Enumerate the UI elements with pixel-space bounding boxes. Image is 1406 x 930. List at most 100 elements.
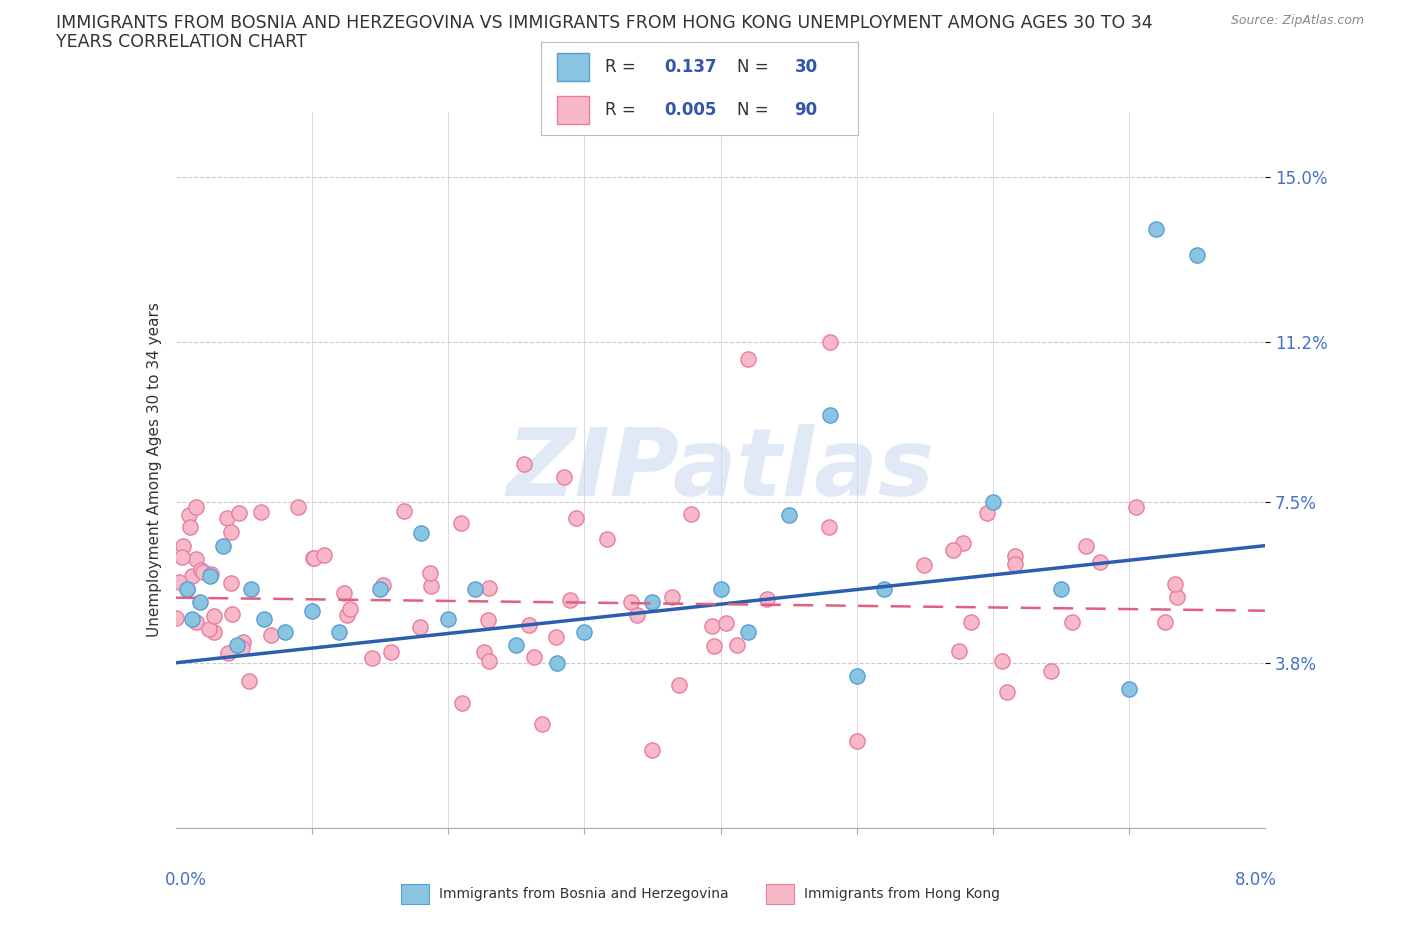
Point	[1164, 577, 1187, 591]
Point	[339, 602, 361, 617]
Text: Immigrants from Hong Kong: Immigrants from Hong Kong	[804, 886, 1000, 901]
Point	[181, 612, 204, 627]
Point	[191, 565, 214, 579]
Point	[228, 506, 250, 521]
Point	[368, 581, 391, 596]
Point	[190, 563, 212, 578]
Point	[249, 504, 271, 519]
Point	[409, 525, 432, 540]
Point	[202, 608, 225, 623]
Point	[668, 677, 690, 692]
Point	[165, 611, 187, 626]
Point	[217, 645, 239, 660]
Point	[1039, 664, 1062, 679]
Point	[681, 506, 703, 521]
Point	[596, 531, 619, 546]
Point	[756, 592, 779, 607]
Point	[1166, 590, 1188, 604]
Point	[737, 625, 759, 640]
Point	[231, 641, 253, 656]
Point	[274, 625, 297, 640]
Text: 0.0%: 0.0%	[165, 870, 207, 889]
Point	[546, 656, 568, 671]
Point	[574, 625, 596, 640]
Point	[703, 639, 725, 654]
Point	[700, 618, 723, 633]
FancyBboxPatch shape	[557, 53, 589, 81]
Text: ZIPatlas: ZIPatlas	[506, 424, 935, 515]
Point	[818, 519, 841, 534]
Text: 0.005: 0.005	[665, 100, 717, 119]
Point	[517, 618, 540, 632]
Point	[641, 594, 664, 609]
Point	[302, 551, 325, 565]
Point	[477, 654, 499, 669]
Point	[1088, 554, 1111, 569]
Point	[477, 613, 499, 628]
Point	[1125, 499, 1147, 514]
Point	[238, 673, 260, 688]
Point	[737, 352, 759, 366]
Point	[451, 695, 474, 710]
Text: R =: R =	[605, 100, 636, 119]
Point	[725, 637, 748, 652]
Point	[845, 669, 868, 684]
Point	[212, 538, 235, 553]
Point	[553, 470, 575, 485]
Point	[948, 644, 970, 658]
Point	[513, 457, 536, 472]
Text: 90: 90	[794, 100, 817, 119]
Point	[198, 568, 221, 583]
Point	[530, 717, 553, 732]
Bar	[766, 884, 794, 904]
Point	[172, 538, 194, 553]
Point	[845, 734, 868, 749]
Point	[239, 581, 262, 596]
Point	[380, 644, 402, 659]
Point	[336, 607, 359, 622]
Point	[641, 742, 664, 757]
Point	[991, 654, 1014, 669]
Text: 30: 30	[794, 58, 817, 76]
Point	[373, 578, 395, 592]
Point	[226, 638, 249, 653]
Point	[200, 567, 222, 582]
Text: 8.0%: 8.0%	[1234, 870, 1277, 889]
Point	[419, 578, 441, 593]
Point	[710, 581, 733, 596]
Point	[312, 548, 335, 563]
Point	[186, 551, 208, 566]
Text: N =: N =	[738, 58, 769, 76]
Point	[472, 644, 495, 659]
Point	[716, 616, 738, 631]
Point	[960, 615, 983, 630]
Point	[408, 619, 430, 634]
Point	[184, 615, 207, 630]
Point	[778, 508, 800, 523]
Point	[219, 525, 242, 540]
Point	[952, 535, 974, 550]
Point	[179, 520, 201, 535]
Point	[167, 574, 190, 589]
Point	[1144, 221, 1167, 236]
Point	[419, 565, 441, 580]
Point	[478, 580, 501, 595]
Point	[184, 499, 207, 514]
Point	[1004, 557, 1026, 572]
Point	[1118, 682, 1140, 697]
Point	[1076, 538, 1098, 553]
Point	[942, 543, 965, 558]
Point	[202, 625, 225, 640]
Point	[1154, 614, 1177, 629]
Point	[626, 607, 648, 622]
Point	[914, 558, 936, 573]
Point	[981, 495, 1004, 510]
FancyBboxPatch shape	[557, 96, 589, 124]
Text: YEARS CORRELATION CHART: YEARS CORRELATION CHART	[56, 33, 307, 50]
Point	[818, 334, 841, 349]
Point	[176, 581, 198, 596]
Point	[302, 551, 325, 565]
Point	[188, 594, 211, 609]
Bar	[401, 884, 429, 904]
Point	[873, 581, 896, 596]
